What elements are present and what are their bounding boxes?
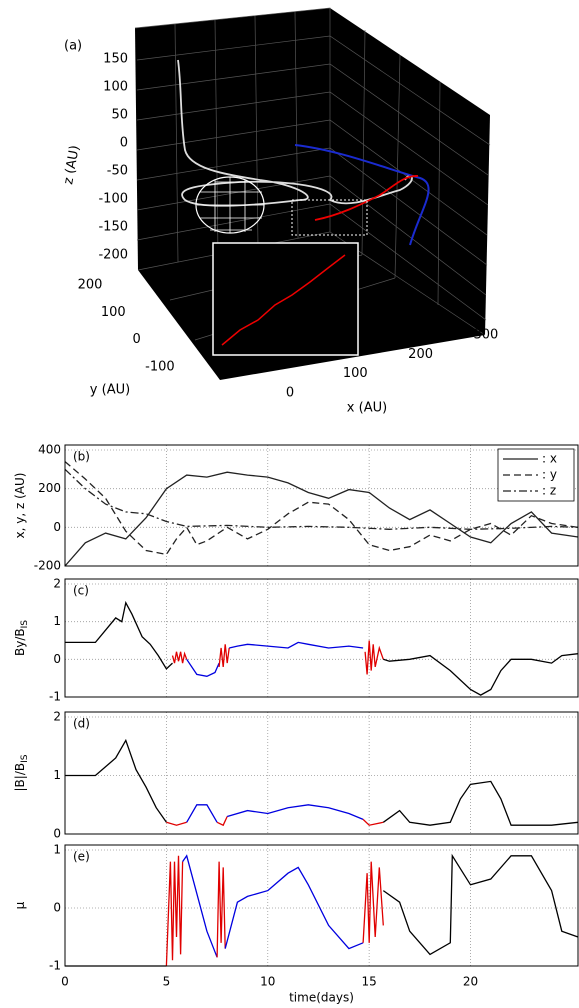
plot-frame — [64, 711, 579, 835]
series-line — [218, 644, 230, 667]
y-axis-label: x, y, z (AU) — [13, 473, 27, 539]
x-tick-label: 20 — [463, 975, 478, 989]
series-line — [65, 600, 173, 670]
legend-label: : z — [542, 484, 556, 498]
legend-label: : y — [542, 468, 557, 482]
y-tick-label: 200 — [78, 278, 103, 293]
y-tick-label: 0 — [53, 520, 61, 534]
series-line — [166, 821, 187, 826]
z-tick-label: 50 — [111, 108, 128, 123]
series-line — [224, 866, 364, 950]
y-tick-label: 200 — [38, 481, 61, 495]
x-tick-label: 0 — [286, 386, 294, 401]
y-tick-label: -1 — [49, 959, 61, 973]
y-axis-label: μ — [13, 901, 27, 909]
y-axis-label-sub: IS — [20, 754, 30, 763]
y-axis-label-sub: IS — [20, 620, 30, 629]
x-tick-label: 15 — [362, 975, 377, 989]
panel-label: (d) — [73, 717, 90, 731]
y-axis-label: y (AU) — [90, 383, 130, 398]
z-tick-label: -150 — [98, 220, 128, 235]
series-line — [382, 780, 579, 826]
trajectory-blue — [294, 144, 430, 246]
y-tick-label: -200 — [34, 559, 61, 573]
y-tick-label: 2 — [53, 577, 61, 591]
panel-label: (e) — [73, 850, 90, 864]
plot-frame — [64, 444, 579, 567]
y-tick-label: 0 — [132, 332, 140, 347]
y-tick-label: -1 — [49, 690, 61, 704]
x-tick-label: 200 — [408, 347, 433, 362]
y-tick-label: 0 — [53, 901, 61, 915]
y-tick-label: 100 — [101, 305, 126, 320]
series-line — [364, 640, 384, 675]
series-line — [171, 651, 188, 664]
z-tick-label: 0 — [120, 136, 128, 151]
series-line — [64, 468, 579, 530]
plot-frame — [64, 844, 579, 967]
trajectory-white — [177, 59, 413, 207]
y-axis-label: By/BIS — [13, 620, 30, 656]
x-axis-label: time(days) — [289, 991, 354, 1005]
series-line — [165, 855, 184, 967]
z-tick-label: -200 — [98, 248, 128, 263]
series-line — [65, 738, 167, 823]
y-tick-label: -100 — [145, 359, 175, 374]
y-tick-label: 2 — [53, 710, 61, 724]
series-line — [227, 804, 364, 821]
zoom-box — [291, 199, 368, 236]
series-line — [362, 861, 384, 943]
y-tick-label: 1 — [53, 768, 61, 782]
z-tick-label: -50 — [107, 164, 128, 179]
z-tick-label: 150 — [103, 52, 128, 67]
series-line — [64, 461, 579, 556]
panel-label: (c) — [73, 584, 89, 598]
x-tick-label: 0 — [61, 975, 69, 989]
x-tick-label: 100 — [343, 366, 368, 381]
y-axis-label-main: By/B — [13, 628, 27, 656]
panel-label: (b) — [73, 450, 90, 464]
panel-a: (a) z (AU) y (AU) x (AU) 150 100 50 0 -50 -10… — [61, 7, 498, 416]
series-line — [383, 653, 579, 696]
series-line — [362, 818, 384, 826]
trajectory-red — [314, 175, 419, 221]
y-tick-label: 0 — [53, 827, 61, 841]
z-tick-label: 100 — [103, 80, 128, 95]
y-tick-label: 1 — [53, 614, 61, 628]
y-axis-label-main: x, y, z (AU) — [13, 473, 27, 539]
legend-label: : x — [542, 452, 557, 466]
y-axis-label: |B|/BIS — [13, 754, 30, 791]
series-line — [216, 861, 226, 958]
series-line — [382, 853, 579, 956]
y-tick-label: 1 — [53, 843, 61, 857]
series-line — [64, 471, 579, 567]
series-line — [186, 658, 220, 677]
x-axis-label: x (AU) — [347, 401, 387, 416]
series-line — [186, 804, 218, 823]
plot-frame — [64, 578, 579, 698]
panel-label: (a) — [64, 39, 82, 54]
z-axis-label: z (AU) — [61, 144, 83, 186]
y-tick-label: 0 — [53, 652, 61, 666]
x-tick-label: 5 — [163, 975, 171, 989]
y-tick-label: 400 — [38, 443, 61, 457]
sphere-grid — [197, 177, 264, 233]
z-tick-label: -100 — [98, 192, 128, 207]
inset-trajectory — [221, 254, 346, 346]
y-axis-label-main: |B|/B — [13, 763, 27, 792]
series-line — [229, 641, 364, 649]
series-line — [182, 854, 218, 958]
x-tick-label: 300 — [473, 328, 498, 343]
x-tick-label: 10 — [260, 975, 275, 989]
series-line — [216, 816, 228, 827]
y-axis-label-main: μ — [13, 901, 27, 909]
